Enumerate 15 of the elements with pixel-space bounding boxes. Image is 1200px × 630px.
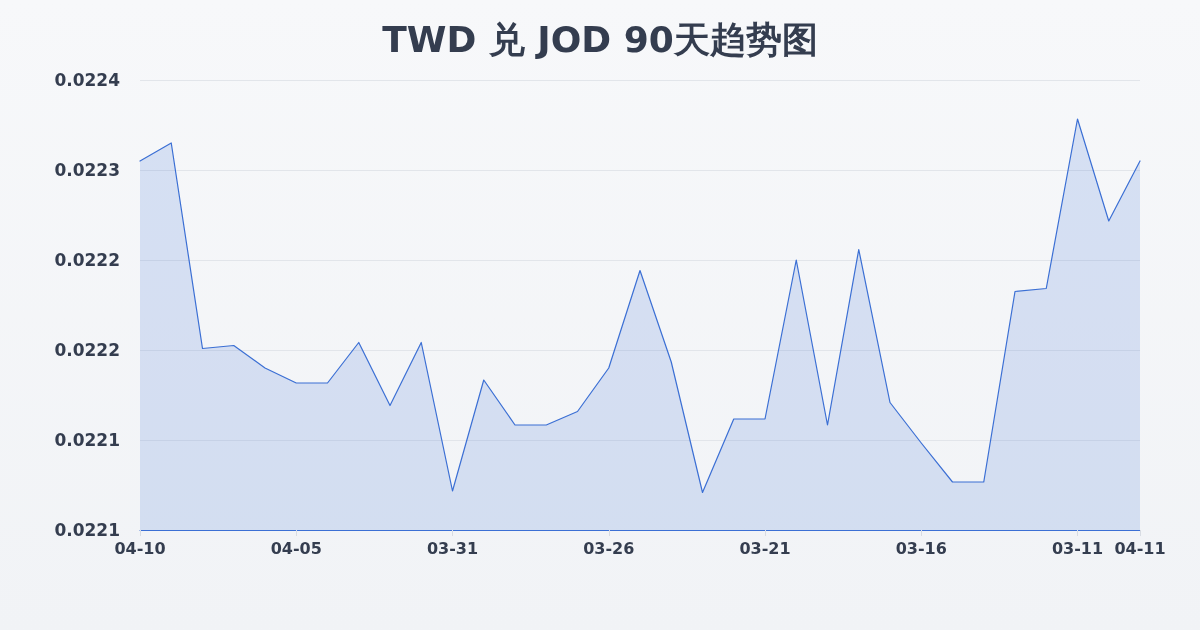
x-tick-label: 03-21 (739, 538, 791, 558)
x-tick-label: 03-31 (426, 538, 479, 558)
y-tick-label: 0.0221 (54, 520, 120, 540)
x-tick-label: 03-16 (895, 538, 947, 558)
y-tick-label: 0.0222 (54, 250, 120, 270)
x-tick-label: 03-26 (583, 538, 635, 558)
x-tick-label: 04-11 (1114, 538, 1166, 558)
y-tick-label: 0.0221 (54, 430, 120, 450)
y-tick-label: 0.0222 (54, 340, 120, 360)
y-tick-label: 0.0223 (54, 160, 120, 180)
x-tick-label: 04-10 (114, 538, 166, 558)
chart-title: TWD 兑 JOD 90天趋势图 (382, 18, 818, 60)
x-tick-label: 04-05 (270, 538, 322, 558)
x-tick-label: 03-11 (1051, 538, 1104, 558)
y-tick-label: 0.0224 (54, 70, 121, 90)
